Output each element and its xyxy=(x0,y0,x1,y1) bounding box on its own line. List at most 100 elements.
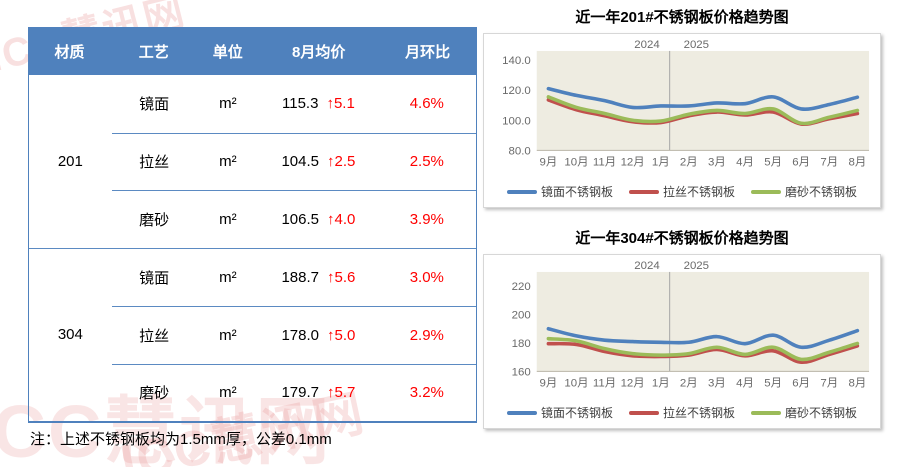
legend-label: 拉丝不锈钢板 xyxy=(662,406,735,421)
svg-text:8月: 8月 xyxy=(848,377,866,389)
table-row: 镜面 m² 115.3 ↑5.1 4.6% xyxy=(112,75,476,133)
header-august-avg-price: 8月均价 xyxy=(292,43,346,61)
svg-text:12月: 12月 xyxy=(621,156,645,168)
legend-label: 磨砂不锈钢板 xyxy=(785,185,858,200)
svg-text:1月: 1月 xyxy=(652,377,670,389)
legend-item: 磨砂不锈钢板 xyxy=(751,404,857,421)
svg-text:160: 160 xyxy=(512,366,531,378)
process-cell: 拉丝 xyxy=(139,154,170,172)
legend-item: 拉丝不锈钢板 xyxy=(628,183,735,200)
legend-item: 镜面不锈钢板 xyxy=(506,404,613,421)
legend-line-swatch xyxy=(628,410,659,415)
svg-text:6月: 6月 xyxy=(792,156,810,168)
svg-text:140.0: 140.0 xyxy=(502,55,531,67)
chart-304-title: 近一年304#不锈钢板价格趋势图 xyxy=(575,230,789,247)
chart-201: 近一年201#不锈钢板价格趋势图 2024 2025 140.0 120.0 100.0… xyxy=(483,6,881,209)
legend-item: 镜面不锈钢板 xyxy=(506,183,613,200)
svg-text:11月: 11月 xyxy=(593,156,616,168)
price-change: ↑5.7 xyxy=(327,384,356,402)
process-cell: 磨砂 xyxy=(139,385,170,403)
process-cell: 镜面 xyxy=(139,96,170,114)
price-value: 115.3 xyxy=(282,95,319,113)
svg-text:7月: 7月 xyxy=(820,156,838,168)
mom-cell: 2.5% xyxy=(409,153,444,171)
price-value: 104.5 xyxy=(281,153,319,171)
unit-cell: m² xyxy=(219,268,237,286)
header-unit: 单位 xyxy=(212,43,243,61)
svg-text:100.0: 100.0 xyxy=(502,115,531,127)
header-material: 材质 xyxy=(54,43,85,61)
unit-cell: m² xyxy=(219,210,237,228)
svg-text:11月: 11月 xyxy=(593,377,616,389)
header-process: 工艺 xyxy=(138,43,169,61)
svg-text:4月: 4月 xyxy=(736,377,754,389)
table-row: 镜面 m² 188.7 ↑5.6 3.0% xyxy=(112,249,476,307)
legend-label: 镜面不锈钢板 xyxy=(540,406,613,421)
process-cell: 拉丝 xyxy=(139,327,170,345)
svg-text:7月: 7月 xyxy=(820,377,838,389)
price-value: 178.0 xyxy=(281,326,319,344)
svg-text:120.0: 120.0 xyxy=(502,85,531,97)
svg-text:80.0: 80.0 xyxy=(509,145,531,157)
svg-text:6月: 6月 xyxy=(792,377,810,389)
chart-304-plot: 2024 2025 220 200 180 160 9月 10月 11月 12月 1月 2月 3月 4月 5… xyxy=(512,260,870,389)
svg-text:12月: 12月 xyxy=(621,377,645,389)
svg-text:2024: 2024 xyxy=(634,39,660,51)
group-rows: 镜面 m² 188.7 ↑5.6 3.0% 拉丝 m² 178.0 ↑ xyxy=(111,249,476,422)
svg-text:1月: 1月 xyxy=(652,156,670,168)
unit-cell: m² xyxy=(219,384,237,402)
footnote: 注：上述不锈钢板均为1.5mm厚，公差0.1mm xyxy=(30,431,332,448)
svg-text:8月: 8月 xyxy=(848,156,866,168)
price-cell: 104.5 ↑2.5 xyxy=(259,153,377,170)
chart-201-title: 近一年201#不锈钢板价格趋势图 xyxy=(575,9,789,26)
legend-label: 镜面不锈钢板 xyxy=(540,185,613,200)
mom-cell: 3.9% xyxy=(409,210,444,228)
legend-line-swatch xyxy=(751,410,781,415)
chart-304-legend: 镜面不锈钢板 拉丝不锈钢板 磨砂不锈钢板 xyxy=(487,404,877,421)
price-value: 179.7 xyxy=(281,384,319,402)
svg-text:10月: 10月 xyxy=(564,377,588,389)
price-change: ↑2.5 xyxy=(327,153,356,171)
legend-item: 拉丝不锈钢板 xyxy=(628,404,735,421)
chart-304-box: 2024 2025 220 200 180 160 9月 10月 11月 12月 1月 2月 3月 4月 5… xyxy=(483,254,881,430)
material-group-201: 201 镜面 m² 115.3 ↑5.1 4.6% 拉丝 m² xyxy=(29,75,476,248)
svg-text:5月: 5月 xyxy=(764,156,782,168)
svg-text:2月: 2月 xyxy=(680,377,698,389)
svg-text:3月: 3月 xyxy=(708,156,726,168)
legend-line-swatch xyxy=(751,189,781,194)
legend-line-swatch xyxy=(628,189,659,194)
mom-cell: 3.0% xyxy=(409,268,444,286)
price-cell: 179.7 ↑5.7 xyxy=(259,384,377,401)
svg-text:200: 200 xyxy=(512,310,531,322)
svg-text:3月: 3月 xyxy=(708,377,726,389)
price-change: ↑5.6 xyxy=(327,268,356,286)
table-body: 201 镜面 m² 115.3 ↑5.1 4.6% 拉丝 m² xyxy=(28,75,477,423)
unit-cell: m² xyxy=(219,326,237,344)
table-row: 磨砂 m² 179.7 ↑5.7 3.2% xyxy=(111,363,476,422)
table-header-row: 材质 工艺 单位 8月均价 月环比 xyxy=(28,27,477,75)
chart-304: 近一年304#不锈钢板价格趋势图 2024 2025 220 200 180 160 9月 1… xyxy=(483,227,881,430)
legend-line-swatch xyxy=(506,410,537,415)
svg-text:9月: 9月 xyxy=(539,377,557,389)
price-value: 106.5 xyxy=(281,210,319,228)
chart-201-plot: 2024 2025 140.0 120.0 100.0 80.0 9月 10月 11月 12月 1月… xyxy=(502,39,870,168)
table-row: 拉丝 m² 178.0 ↑5.0 2.9% xyxy=(111,306,476,364)
svg-text:2025: 2025 xyxy=(684,39,709,51)
process-cell: 磨砂 xyxy=(139,211,170,229)
legend-item: 磨砂不锈钢板 xyxy=(751,183,857,200)
price-cell: 188.7 ↑5.6 xyxy=(259,269,377,286)
unit-cell: m² xyxy=(219,95,237,113)
chart-201-box: 2024 2025 140.0 120.0 100.0 80.0 9月 10月 11月 12月 1月… xyxy=(483,33,881,209)
mom-cell: 3.2% xyxy=(409,384,444,402)
unit-cell: m² xyxy=(219,153,237,171)
price-table: 材质 工艺 单位 8月均价 月环比 201 镜面 m² 115.3 ↑5.1 4 xyxy=(28,27,477,423)
legend-line-swatch xyxy=(506,189,537,194)
svg-text:10月: 10月 xyxy=(564,156,588,168)
price-change: ↑5.0 xyxy=(327,326,356,344)
svg-text:180: 180 xyxy=(512,338,531,350)
mom-cell: 2.9% xyxy=(409,326,444,344)
legend-label: 拉丝不锈钢板 xyxy=(662,185,735,200)
group-rows: 镜面 m² 115.3 ↑5.1 4.6% 拉丝 m² 104.5 ↑ xyxy=(111,75,476,248)
svg-text:220: 220 xyxy=(512,281,531,293)
